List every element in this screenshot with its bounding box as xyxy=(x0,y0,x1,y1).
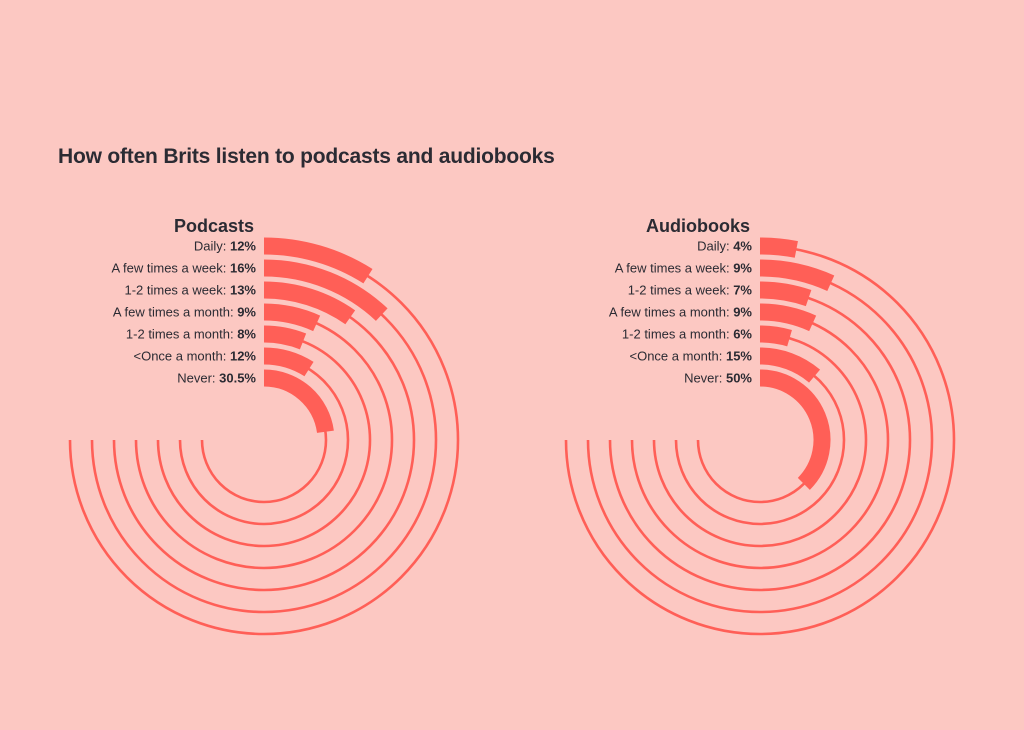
podcasts-track-0 xyxy=(68,244,460,636)
podcasts-bar-3 xyxy=(263,303,321,332)
audiobooks-bar-0 xyxy=(759,237,798,258)
audiobooks-label-0: Daily: 4% xyxy=(697,239,752,254)
audiobooks-label-4: 1-2 times a month: 6% xyxy=(622,327,753,342)
podcasts-value-0: 12% xyxy=(230,239,256,254)
podcasts-track-5 xyxy=(178,354,350,526)
audiobooks-value-2: 7% xyxy=(733,283,752,298)
podcasts-value-4: 8% xyxy=(237,327,256,342)
podcasts-value-6: 30.5% xyxy=(219,371,256,386)
podcasts-chart-title: Podcasts xyxy=(174,216,254,236)
podcasts-label-4: 1-2 times a month: 8% xyxy=(126,327,257,342)
audiobooks-category-3: A few times a month: xyxy=(609,305,733,320)
podcasts-bar-2 xyxy=(263,281,356,325)
podcasts-value-5: 12% xyxy=(230,349,256,364)
audiobooks-track-2 xyxy=(608,288,912,592)
audiobooks-label-2: 1-2 times a week: 7% xyxy=(628,283,753,298)
audiobooks-category-0: Daily: xyxy=(697,239,733,254)
podcasts-value-3: 9% xyxy=(237,305,256,320)
audiobooks-value-6: 50% xyxy=(726,371,752,386)
audiobooks-track-0 xyxy=(564,244,956,636)
podcasts-category-3: A few times a month: xyxy=(113,305,237,320)
audiobooks-chart: Audiobooks Daily: 4% A few times a week: 9… xyxy=(564,216,956,636)
audiobooks-bar-2 xyxy=(759,281,812,307)
audiobooks-bar-5 xyxy=(759,347,821,383)
audiobooks-track-5 xyxy=(674,354,846,526)
podcasts-category-6: Never: xyxy=(177,371,219,386)
audiobooks-label-3: A few times a month: 9% xyxy=(609,305,753,320)
audiobooks-track-3 xyxy=(630,310,890,570)
audiobooks-value-4: 6% xyxy=(733,327,752,342)
podcasts-track-4 xyxy=(156,332,372,548)
audiobooks-track-4 xyxy=(652,332,868,548)
audiobooks-bar-4 xyxy=(759,325,792,347)
podcasts-bar-0 xyxy=(263,237,373,284)
podcasts-value-1: 16% xyxy=(230,261,256,276)
audiobooks-category-2: 1-2 times a week: xyxy=(628,283,734,298)
podcasts-label-5: <Once a month: 12% xyxy=(133,349,256,364)
podcasts-bar-5 xyxy=(263,347,314,377)
podcasts-label-3: A few times a month: 9% xyxy=(113,305,257,320)
page-title: How often Brits listen to podcasts and a… xyxy=(58,145,555,168)
podcasts-bar-4 xyxy=(263,325,307,350)
audiobooks-value-5: 15% xyxy=(726,349,752,364)
podcasts-category-1: A few times a week: xyxy=(111,261,230,276)
podcasts-label-6: Never: 30.5% xyxy=(177,371,256,386)
podcasts-label-2: 1-2 times a week: 13% xyxy=(124,283,256,298)
audiobooks-bar-1 xyxy=(759,259,835,292)
podcasts-category-4: 1-2 times a month: xyxy=(126,327,237,342)
audiobooks-bar-3 xyxy=(759,303,817,332)
audiobooks-value-1: 9% xyxy=(733,261,752,276)
podcasts-label-1: A few times a week: 16% xyxy=(111,261,256,276)
audiobooks-category-6: Never: xyxy=(684,371,726,386)
audiobooks-category-1: A few times a week: xyxy=(615,261,734,276)
audiobooks-label-5: <Once a month: 15% xyxy=(629,349,752,364)
podcasts-track-3 xyxy=(134,310,394,570)
audiobooks-bar-6 xyxy=(759,369,831,490)
audiobooks-label-1: A few times a week: 9% xyxy=(615,261,753,276)
audiobooks-track-1 xyxy=(586,266,934,614)
podcasts-category-0: Daily: xyxy=(194,239,230,254)
audiobooks-chart-title: Audiobooks xyxy=(646,216,750,236)
audiobooks-value-3: 9% xyxy=(733,305,752,320)
audiobooks-category-4: 1-2 times a month: xyxy=(622,327,733,342)
podcasts-track-2 xyxy=(112,288,416,592)
audiobooks-label-6: Never: 50% xyxy=(684,371,752,386)
podcasts-bar-6 xyxy=(263,369,334,434)
podcasts-category-5: <Once a month: xyxy=(133,349,229,364)
audiobooks-category-5: <Once a month: xyxy=(629,349,725,364)
podcasts-bar-1 xyxy=(263,259,388,321)
audiobooks-value-0: 4% xyxy=(733,239,752,254)
podcasts-label-0: Daily: 12% xyxy=(194,239,257,254)
podcasts-value-2: 13% xyxy=(230,283,256,298)
podcasts-category-2: 1-2 times a week: xyxy=(124,283,230,298)
